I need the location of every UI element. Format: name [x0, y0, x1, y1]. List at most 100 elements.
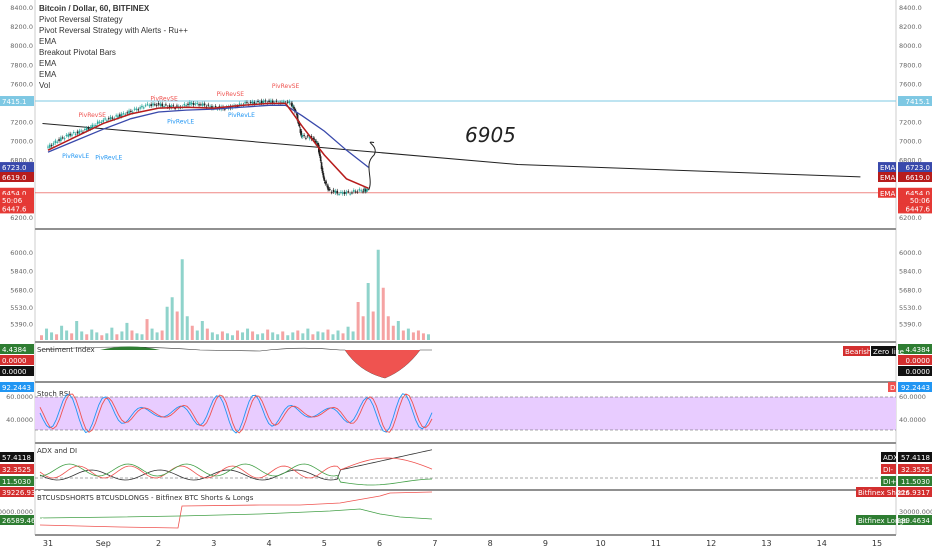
pivot-marker-label: PivRevSE: [150, 96, 178, 103]
chart-title: Bitcoin / Dollar, 60, BITFINEX: [39, 4, 150, 13]
candle: [356, 191, 359, 193]
y-tick-label-left: 8400.0: [10, 4, 33, 12]
adx-tag-bg: [881, 476, 896, 486]
candle: [365, 190, 368, 192]
candle: [74, 133, 77, 135]
adx-badge: 32.3525: [901, 466, 930, 474]
candle: [207, 104, 210, 106]
candle: [119, 114, 121, 117]
candle: [293, 106, 295, 109]
candle: [297, 121, 300, 125]
ema-red-line: [47, 102, 369, 190]
sentiment-badge: 0.0000: [906, 357, 931, 365]
candle: [122, 113, 125, 115]
candle: [338, 193, 340, 195]
di-plus-line: [39, 463, 433, 486]
volume-bar: [411, 332, 415, 340]
pivot-marker-label: PivRevLE: [167, 118, 194, 125]
longs-tag: Bitfinex Longs: [858, 517, 908, 525]
volume-bar: [170, 297, 174, 340]
candle: [95, 125, 97, 127]
candle: [295, 113, 298, 115]
volume-bar: [271, 332, 275, 340]
longs-badge: 26589.4634: [888, 517, 931, 525]
stoch-band: [35, 397, 896, 430]
shorts-line: [39, 491, 433, 529]
candle: [229, 106, 232, 109]
candle: [343, 191, 346, 195]
y-tick-label-left: 30000.0000: [0, 508, 33, 516]
candle: [296, 114, 299, 122]
candle: [91, 124, 94, 128]
candle: [298, 122, 301, 127]
adx-badge: 11.5030: [901, 478, 930, 486]
candle: [340, 191, 342, 193]
candle: [224, 108, 226, 110]
candle: [292, 105, 294, 107]
y-tick-label-left: 40.0000: [6, 416, 33, 424]
x-tick-label: 10: [596, 539, 606, 548]
volume-bar: [291, 332, 295, 340]
candle: [319, 156, 322, 162]
pivot-marker-label: PivRevLE: [95, 155, 122, 162]
y-tick-label-left: 8200.0: [10, 23, 33, 31]
study-label[interactable]: EMA: [39, 59, 57, 68]
drawn-annotation-arrow: [368, 141, 376, 191]
candle: [328, 189, 330, 191]
bearish-tag-bg: [843, 346, 870, 356]
y-tick-label-left: 5530.0: [10, 304, 33, 312]
stoch-badge-left-bg: [0, 382, 34, 392]
volume-bar: [386, 316, 390, 340]
candle: [163, 106, 165, 108]
volume-bar: [205, 328, 209, 340]
volume-bar: [331, 334, 335, 340]
y-tick-label: 7600.0: [899, 80, 922, 88]
price-badge-left-bg: [0, 203, 34, 214]
study-label[interactable]: Pivot Reversal Strategy with Alerts - Ru…: [39, 26, 188, 35]
y-tick-label: 7800.0: [899, 61, 922, 69]
adx-tag-bg: [881, 452, 896, 462]
study-label[interactable]: Breakout Pivotal Bars: [39, 48, 116, 57]
study-label[interactable]: EMA: [39, 70, 57, 79]
candle: [61, 137, 64, 139]
candle: [312, 138, 315, 140]
candle: [49, 144, 51, 148]
candle: [270, 100, 272, 103]
study-label[interactable]: Vol: [39, 81, 51, 90]
adx-tag: DI-: [883, 466, 893, 474]
volume-bar: [401, 330, 405, 340]
candle: [106, 120, 108, 122]
study-label[interactable]: EMA: [39, 37, 57, 46]
zero-line-tag: Zero line: [873, 348, 904, 356]
volume-bar: [391, 325, 395, 340]
volume-bar: [210, 332, 214, 340]
candle: [200, 104, 202, 106]
candle: [364, 189, 366, 192]
volume-bar: [321, 332, 325, 340]
y-tick-label-left: 7000.0: [10, 138, 33, 146]
volume-bar: [190, 325, 194, 340]
candle: [67, 134, 70, 137]
volume-bar: [356, 302, 360, 340]
sentiment-badge-left: 0.0000: [2, 357, 27, 365]
volume-bar: [185, 316, 189, 340]
longs-badge-left: 26589.4634: [2, 517, 45, 525]
x-tick-label: 14: [817, 539, 827, 548]
candle: [159, 103, 162, 107]
sentiment-badge-left-bg: [0, 344, 34, 354]
candle: [257, 101, 259, 103]
candle: [238, 103, 241, 106]
candle: [255, 102, 257, 104]
candle: [316, 142, 318, 144]
candle: [154, 104, 156, 106]
sentiment-badge: 0.0000: [906, 368, 931, 376]
study-label[interactable]: Pivot Reversal Strategy: [39, 15, 123, 24]
ema-blue-line: [47, 104, 369, 168]
adx-line: [39, 449, 433, 481]
longs-tag-bg: [856, 515, 896, 525]
candle: [117, 115, 119, 118]
price-badge-left: 6723.0: [2, 164, 27, 172]
price-badge-left: 50:06: [2, 197, 23, 205]
candle: [144, 105, 147, 107]
